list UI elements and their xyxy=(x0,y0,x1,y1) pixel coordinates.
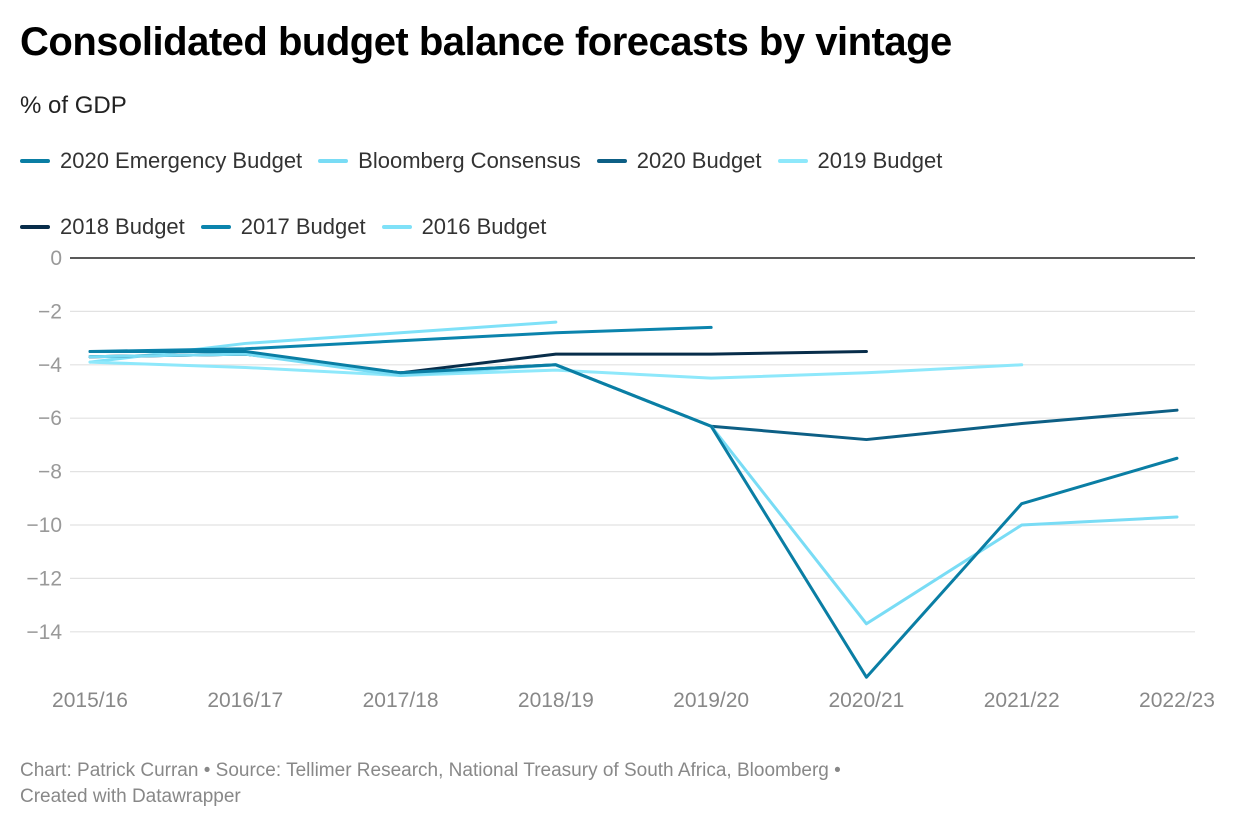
chart-footer: Chart: Patrick Curran • Source: Tellimer… xyxy=(20,758,1020,810)
y-tick-label: −4 xyxy=(38,354,62,377)
series-line-2019-budget xyxy=(88,360,1024,380)
legend-label: 2019 Budget xyxy=(817,148,943,173)
legend-label: 2016 Budget xyxy=(421,214,547,239)
series-line-2020-emergency-budget xyxy=(88,349,1179,679)
legend-item: 2020 Emergency Budget xyxy=(20,148,302,174)
y-axis-tick-labels: 0 −2 −4 −6 −8 −10 −12 −14 xyxy=(26,247,62,644)
x-tick-label: 2016/17 xyxy=(207,689,283,712)
grid-lines xyxy=(70,257,1195,633)
legend-item: 2018 Budget xyxy=(20,214,185,240)
legend-label: 2020 Budget xyxy=(636,148,762,173)
legend-label: Bloomberg Consensus xyxy=(358,148,581,173)
x-axis-tick-labels: 2015/16 2016/17 2017/18 2018/19 2019/20 2020/… xyxy=(52,689,1215,712)
legend-swatch xyxy=(596,159,627,163)
line-chart: 0 −2 −4 −6 −8 −10 −12 −14 2015/16 2016/17 2017/18… xyxy=(26,247,1215,712)
y-tick-label: −6 xyxy=(38,407,62,430)
series-lines xyxy=(88,320,1179,679)
legend-item: Bloomberg Consensus xyxy=(318,148,581,174)
chart-subtitle: % of GDP xyxy=(20,92,127,119)
x-tick-label: 2022/23 xyxy=(1139,689,1215,712)
y-tick-label: −12 xyxy=(26,567,62,590)
x-tick-label: 2015/16 xyxy=(52,689,128,712)
footer-credit-line: Chart: Patrick Curran • Source: Tellimer… xyxy=(20,760,841,781)
y-tick-label: 0 xyxy=(50,247,62,270)
series-line-2017-budget xyxy=(88,325,713,353)
chart-title: Consolidated budget balance forecasts by… xyxy=(20,20,952,64)
legend-label: 2018 Budget xyxy=(60,214,185,239)
x-tick-label: 2020/21 xyxy=(828,689,904,712)
x-tick-label: 2018/19 xyxy=(518,689,594,712)
legend-swatch xyxy=(777,159,808,163)
y-tick-label: −10 xyxy=(26,514,62,537)
legend-swatch xyxy=(318,159,349,163)
legend-label: 2020 Emergency Budget xyxy=(60,148,303,173)
y-tick-label: −8 xyxy=(38,461,62,484)
legend-item: 2019 Budget xyxy=(777,148,943,174)
legend-swatch xyxy=(20,159,50,163)
legend-item: 2016 Budget xyxy=(381,214,547,240)
legend-item: 2017 Budget xyxy=(200,214,366,240)
footer-created-with-line: Created with Datawrapper xyxy=(20,786,241,807)
legend-swatch xyxy=(200,225,231,229)
x-tick-label: 2021/22 xyxy=(984,689,1060,712)
y-tick-label: −14 xyxy=(26,621,62,644)
x-tick-label: 2017/18 xyxy=(363,689,439,712)
legend-label: 2017 Budget xyxy=(240,214,366,239)
chart-legend: 2020 Emergency Budget Bloomberg Consensus… xyxy=(20,148,1120,240)
x-tick-label: 2019/20 xyxy=(673,689,749,712)
legend-item: 2020 Budget xyxy=(596,148,762,174)
y-tick-label: −2 xyxy=(38,300,62,323)
legend-swatch xyxy=(20,225,50,229)
legend-swatch xyxy=(381,225,412,229)
